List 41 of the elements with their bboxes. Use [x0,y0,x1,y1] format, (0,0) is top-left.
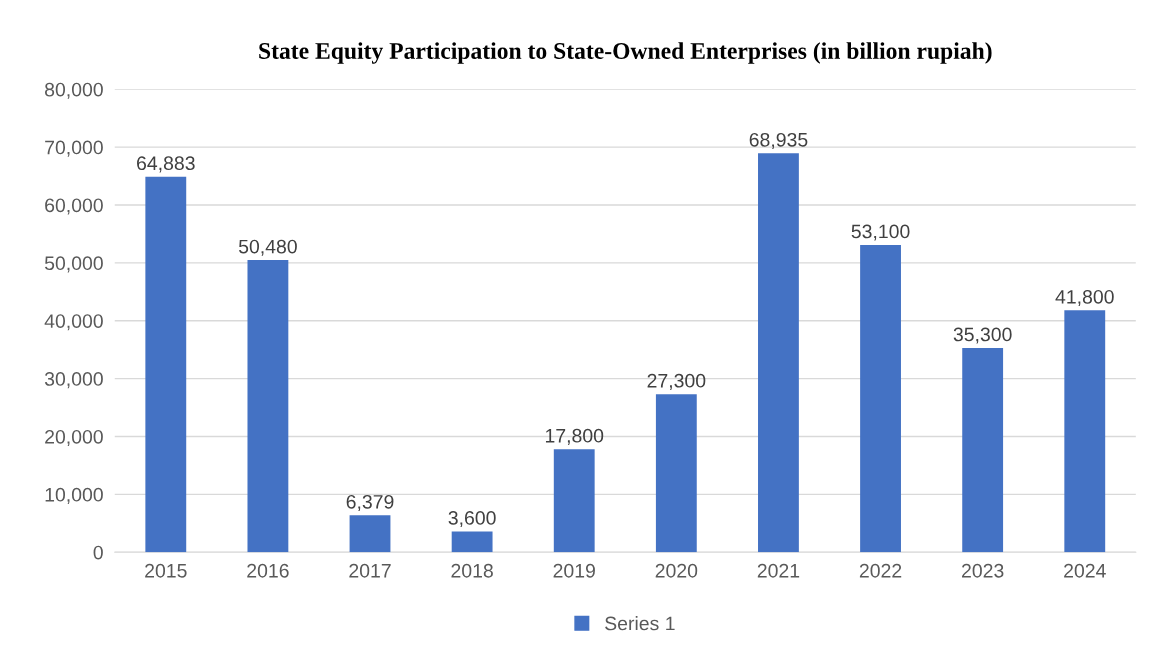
data-label: 6,379 [346,494,394,511]
x-tick-label: 2022 [859,563,902,578]
y-tick-label: 0 [93,545,103,560]
y-tick-label: 80,000 [45,82,103,99]
data-label: 41,800 [1055,289,1114,306]
bar [553,449,595,553]
y-tick-label: 20,000 [45,429,103,447]
x-tick-label: 2021 [757,563,800,578]
data-label: 27,300 [647,373,706,390]
data-label: 17,800 [545,428,604,445]
y-tick-label: 10,000 [45,487,103,504]
x-tick-label: 2024 [1064,563,1106,578]
x-tick-label: 2015 [145,563,187,578]
data-label: 3,600 [448,511,496,528]
x-tick-label: 2019 [553,563,595,578]
data-label: 50,480 [238,239,297,256]
x-tick-label: 2023 [962,563,1004,578]
bar [349,515,391,553]
bar [451,531,493,553]
bar [1064,310,1106,553]
y-tick-label: 50,000 [44,256,103,273]
y-tick-label: 70,000 [45,140,103,157]
bar [962,347,1004,553]
bar [758,153,799,553]
x-tick-label: 2017 [349,563,391,578]
bar [247,260,289,553]
legend-label: Series 1 [605,616,675,631]
bar [860,244,901,553]
chart-title: State Equity Participation to State-Owned Enterprises (in billion rupiah) [259,42,992,64]
bar [145,176,187,553]
x-tick-label: 2020 [655,563,698,578]
y-tick-label: 30,000 [44,372,103,389]
bar [655,394,697,553]
y-tick-label: 60,000 [45,198,103,215]
y-tick-label: 40,000 [44,314,103,331]
data-label: 35,300 [953,327,1012,344]
data-label: 68,935 [749,132,808,149]
data-label: 64,883 [137,156,195,173]
data-label: 53,100 [851,224,910,241]
x-tick-label: 2018 [451,563,493,578]
x-tick-label: 2016 [247,563,289,578]
